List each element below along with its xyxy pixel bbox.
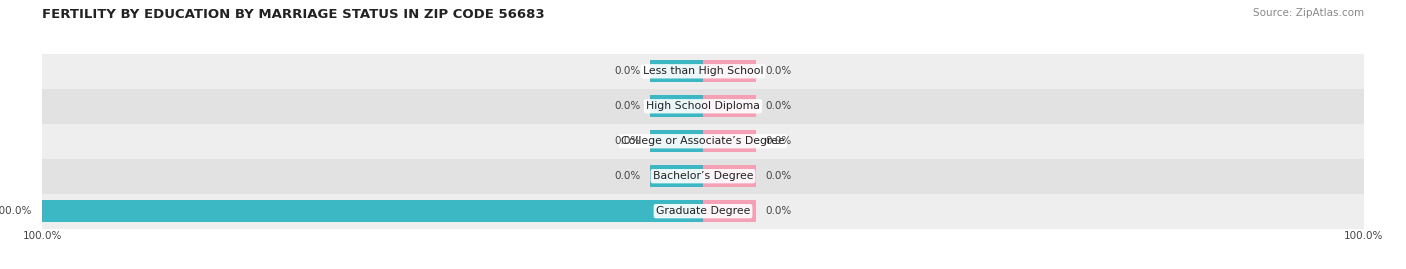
Bar (703, 95, 756, 117)
Bar (650, 95, 703, 117)
Bar (650, 130, 703, 152)
Bar (650, 61, 703, 82)
Bar (650, 165, 703, 187)
Text: 0.0%: 0.0% (766, 136, 792, 146)
Text: College or Associate’s Degree: College or Associate’s Degree (621, 136, 785, 146)
Text: 0.0%: 0.0% (614, 66, 640, 76)
Bar (42, 200, 703, 222)
Text: Source: ZipAtlas.com: Source: ZipAtlas.com (1253, 8, 1364, 18)
Text: High School Diploma: High School Diploma (647, 101, 759, 111)
Bar (703, 165, 756, 187)
Text: 0.0%: 0.0% (614, 136, 640, 146)
Text: FERTILITY BY EDUCATION BY MARRIAGE STATUS IN ZIP CODE 56683: FERTILITY BY EDUCATION BY MARRIAGE STATU… (42, 8, 544, 21)
Text: 0.0%: 0.0% (766, 206, 792, 216)
Text: 0.0%: 0.0% (614, 101, 640, 111)
Bar (42, 89, 1364, 124)
Bar (42, 54, 1364, 89)
Text: Bachelor’s Degree: Bachelor’s Degree (652, 171, 754, 181)
Bar (703, 61, 756, 82)
Bar (703, 130, 756, 152)
Bar (42, 194, 1364, 229)
Text: 0.0%: 0.0% (766, 101, 792, 111)
Text: 0.0%: 0.0% (766, 66, 792, 76)
Text: 0.0%: 0.0% (614, 171, 640, 181)
Text: Graduate Degree: Graduate Degree (655, 206, 751, 216)
Text: Less than High School: Less than High School (643, 66, 763, 76)
Bar (42, 159, 1364, 194)
Text: 0.0%: 0.0% (766, 171, 792, 181)
Bar (703, 200, 756, 222)
Legend: Married, Unmarried: Married, Unmarried (627, 266, 779, 269)
Bar (42, 124, 1364, 159)
Text: 100.0%: 100.0% (0, 206, 32, 216)
